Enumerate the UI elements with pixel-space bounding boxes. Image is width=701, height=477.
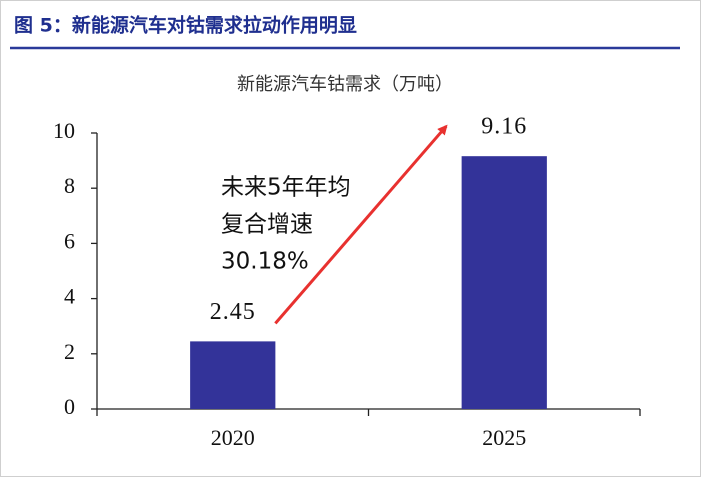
x-tick-label: 2025 <box>482 425 526 450</box>
bar <box>190 341 276 409</box>
annotation: 30.18% <box>221 249 309 275</box>
y-tick-label: 0 <box>64 394 75 419</box>
value-label: 2.45 <box>210 299 256 325</box>
bar <box>461 156 547 409</box>
value-label: 9.16 <box>481 114 527 140</box>
y-tick-label: 10 <box>53 118 75 143</box>
y-tick-label: 6 <box>64 228 75 253</box>
growth-arrow <box>274 124 448 325</box>
chart-title: 图 5：新能源汽车对钴需求拉动作用明显 <box>14 14 357 37</box>
y-tick-label: 8 <box>64 173 75 198</box>
y-tick-label: 4 <box>64 284 75 309</box>
chart-subtitle: 新能源汽车钴需求（万吨） <box>237 74 453 94</box>
annotation: 未来5年年均 <box>221 175 351 201</box>
y-tick-label: 2 <box>64 339 75 364</box>
annotation: 复合增速 <box>221 212 313 238</box>
x-tick-label: 2020 <box>211 425 255 450</box>
